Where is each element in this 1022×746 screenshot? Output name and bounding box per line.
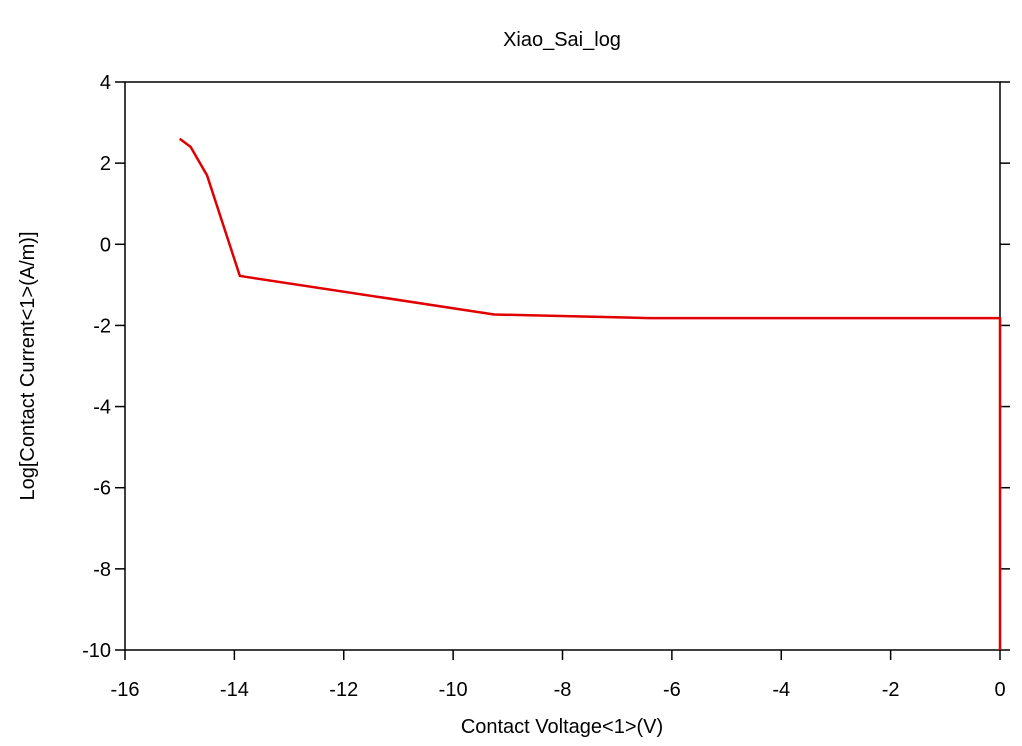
y-tick-label: -8	[93, 559, 111, 581]
plot-frame	[124, 81, 1001, 651]
x-tick-label: -2	[882, 679, 900, 701]
y-tick-label: -10	[82, 640, 111, 662]
x-tick-label: -12	[329, 679, 358, 701]
x-tick-label: -6	[663, 679, 681, 701]
x-axis-label: Contact Voltage<1>(V)	[461, 716, 663, 738]
data-line	[178, 137, 1002, 650]
x-tick-label: -10	[439, 679, 468, 701]
x-tick-label: 0	[994, 679, 1005, 701]
x-tick-label: -14	[220, 679, 249, 701]
x-tick-label: -4	[772, 679, 790, 701]
x-tick-label: -8	[554, 679, 572, 701]
y-tick-label: 0	[100, 234, 111, 256]
y-tick-label: 4	[100, 72, 111, 94]
y-tick-label: -4	[93, 397, 111, 419]
y-tick-label: 2	[100, 153, 111, 175]
y-tick-label: -2	[93, 315, 111, 337]
y-axis-label: Log[Contact Current<1>(A/m)]	[17, 231, 39, 500]
x-tick-label: -16	[111, 679, 140, 701]
y-tick-label: -6	[93, 478, 111, 500]
chart-title: Xiao_Sai_log	[503, 29, 621, 51]
